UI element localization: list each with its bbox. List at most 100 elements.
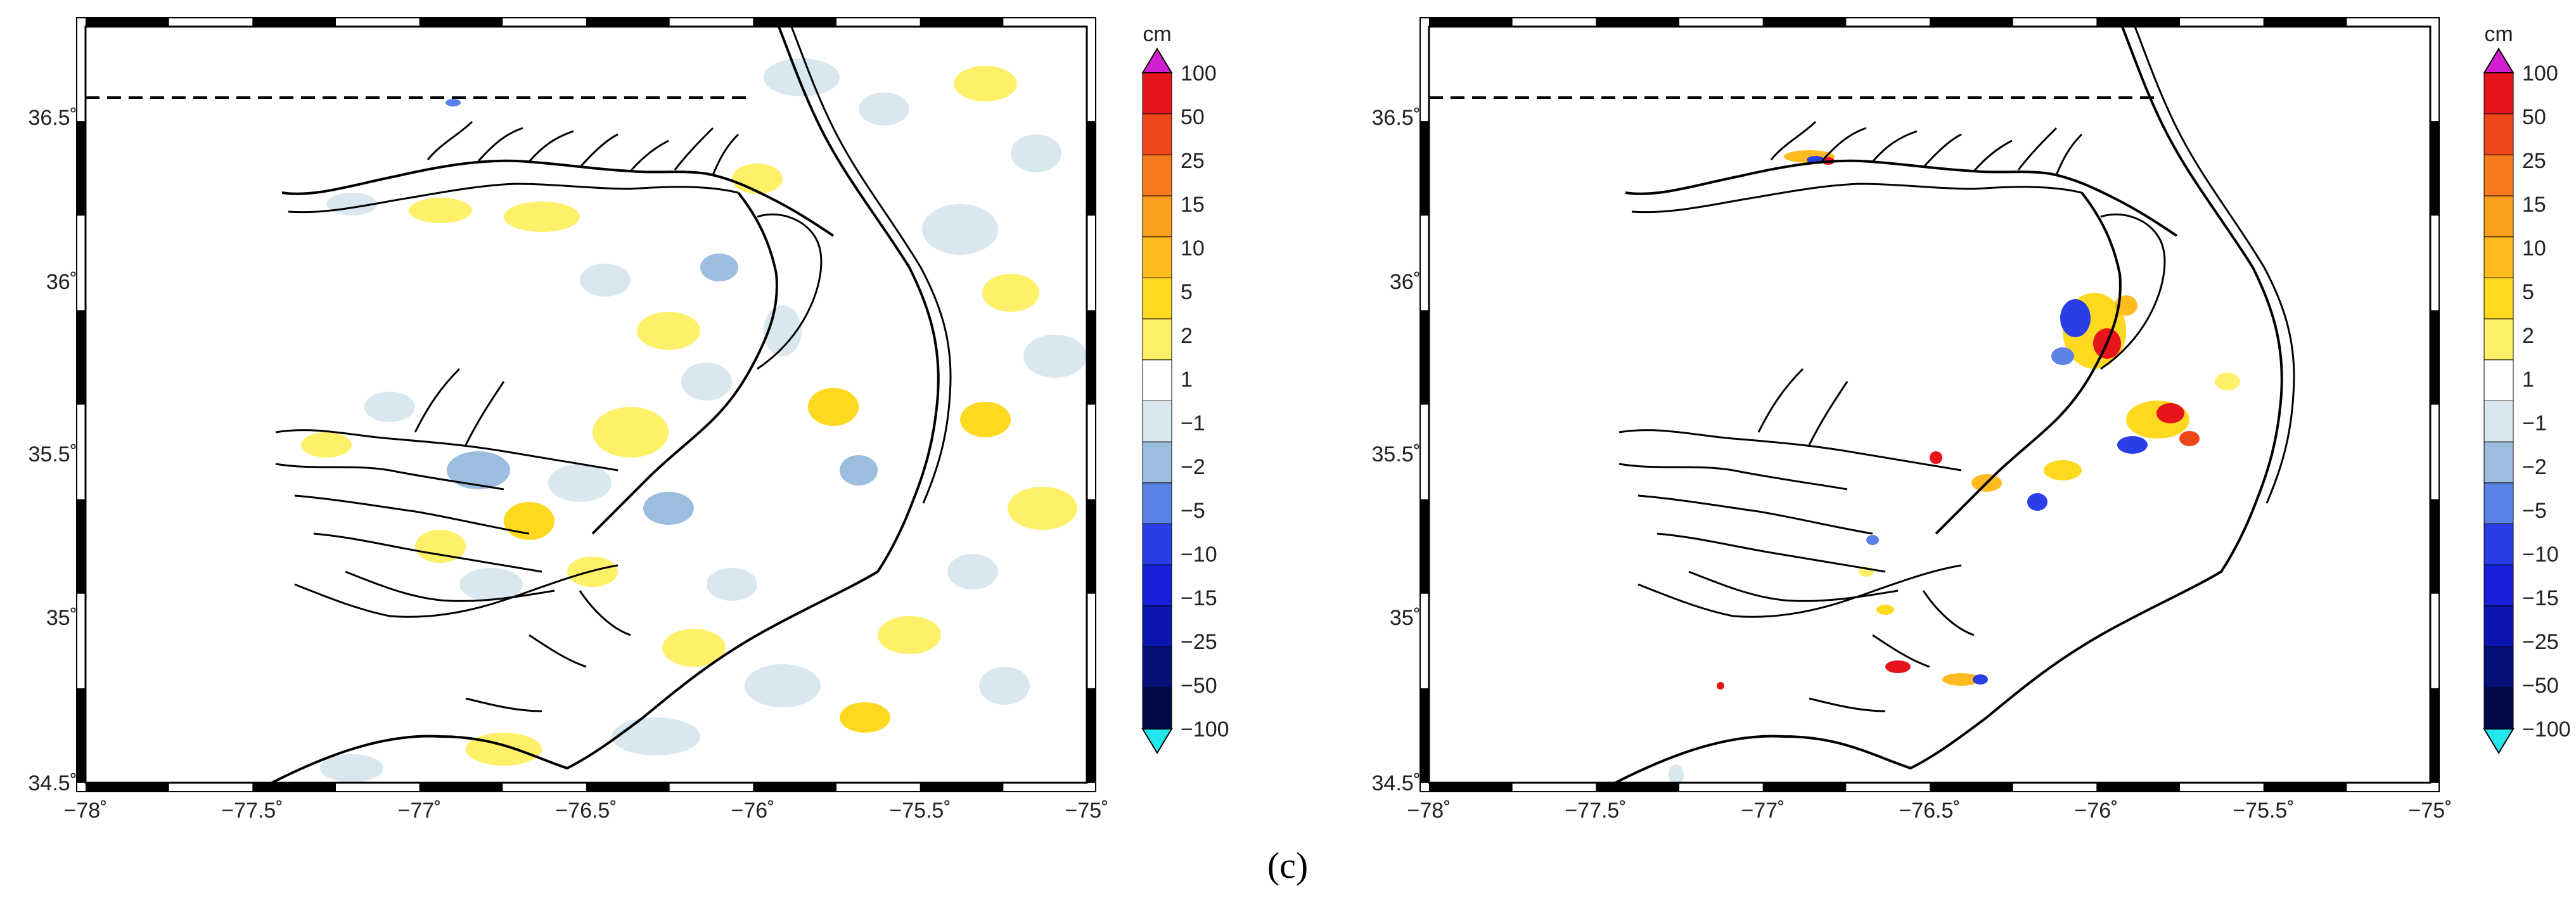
left-colorbar-swatch: [1142, 441, 1172, 484]
right-y-tick-label: 36.5˚: [1372, 106, 1421, 130]
left-colorbar-label: 15: [1181, 193, 1205, 217]
right-x-tick-label: −75˚: [2409, 799, 2452, 823]
right-colorbar-label: −2: [2522, 455, 2547, 479]
right-colorbar-swatch: [2483, 154, 2514, 196]
left-frame-tick-top: [252, 18, 336, 27]
left-frame-tick-top: [86, 18, 169, 27]
right-frame-tick-top: [2263, 18, 2347, 27]
right-frame-tick-left: [1420, 688, 1429, 783]
right-colorbar-swatch: [2483, 401, 2514, 442]
right-y-tick-label: 35.5˚: [1372, 442, 1421, 466]
left-map-field: [86, 27, 1087, 783]
left-y-tick-label: 35.5˚: [29, 442, 78, 466]
left-x-tick-label: −78˚: [64, 799, 108, 823]
right-frame-tick-right: [2430, 121, 2439, 216]
right-y-tick-label: 35˚: [1390, 606, 1421, 630]
left-frame-tick-bottom: [920, 783, 1004, 792]
left-colorbar-swatch: [1142, 482, 1172, 525]
right-frame-tick-left: [1420, 310, 1429, 405]
left-axis-labels: −78˚ −77.5˚ −77˚ −76.5˚ −76˚ −75.5˚ −75˚…: [29, 106, 1109, 823]
left-colorbar-label: −50: [1181, 674, 1217, 698]
figure-caption: (c): [1267, 845, 1308, 886]
right-colorbar-swatch: [2483, 195, 2514, 238]
right-colorbar-swatch: [2483, 277, 2514, 319]
right-frame-tick-top: [1596, 18, 1679, 27]
right-y-tick-label: 36˚: [1390, 270, 1421, 294]
left-y-tick-label: 35˚: [46, 606, 77, 630]
right-frame-tick-bottom: [1429, 783, 1513, 792]
right-y-tick-label: 34.5˚: [1372, 771, 1421, 795]
right-colorbar-under-triangle: [2483, 728, 2515, 754]
left-frame-tick-left: [77, 499, 86, 594]
right-colorbar-unit: cm: [2484, 22, 2513, 46]
right-colorbar-swatch: [2483, 687, 2514, 730]
left-frame-tick-right: [1087, 499, 1096, 594]
right-colorbar-label: 5: [2522, 280, 2534, 304]
right-colorbar-label: 10: [2522, 236, 2546, 260]
left-frame-tick-bottom: [753, 783, 836, 792]
right-colorbar-swatch: [2483, 359, 2514, 401]
left-colorbar-label: 2: [1181, 324, 1193, 348]
right-x-tick-label: −77.5˚: [1565, 799, 1626, 823]
left-colorbar-swatch: [1142, 113, 1172, 155]
right-colorbar-label: −10: [2522, 543, 2559, 567]
right-colorbar-swatch: [2483, 318, 2514, 361]
left-frame-ticks: [76, 17, 1096, 792]
left-map-background: [86, 27, 1087, 783]
right-axis-labels: −78˚ −77.5˚ −77˚ −76.5˚ −76˚ −75.5˚ −75˚…: [1372, 106, 2452, 823]
left-colorbar-swatch: [1142, 277, 1172, 319]
left-colorbar-label: −2: [1181, 455, 1205, 479]
right-colorbar-over-triangle: [2483, 48, 2515, 74]
left-y-tick-label: 36˚: [46, 270, 77, 294]
left-colorbar-swatch: [1142, 72, 1172, 115]
left-colorbar-label: 1: [1181, 368, 1193, 392]
right-frame-tick-right: [2430, 499, 2439, 594]
right-colorbar-swatch: [2483, 524, 2514, 565]
right-x-tick-label: −76.5˚: [1899, 799, 1960, 823]
right-colorbar: 100 50 25 15 10 5 2 1 −1 −2 −5 −10 −15 −25 −50 −100 cm: [2483, 22, 2571, 754]
left-colorbar-swatch: [1142, 154, 1172, 196]
right-frame-tick-bottom: [2096, 783, 2180, 792]
left-frame-tick-top: [920, 18, 1004, 27]
right-frame-tick-bottom: [1930, 783, 2013, 792]
right-colorbar-label: −15: [2522, 586, 2559, 610]
left-colorbar-swatch: [1142, 195, 1172, 238]
left-colorbar: 100 50 25 15 10 5 2 1 −1 −2 −5 −10 −15 −25 −50 −100 cm: [1141, 22, 1229, 754]
left-x-tick-label: −75.5˚: [889, 799, 951, 823]
right-frame-tick-left: [1420, 499, 1429, 594]
left-frame-tick-bottom: [252, 783, 336, 792]
right-x-tick-label: −76˚: [2075, 799, 2118, 823]
left-colorbar-swatch: [1142, 564, 1172, 607]
left-colorbar-label: 25: [1181, 149, 1205, 173]
left-colorbar-label: 10: [1181, 236, 1205, 260]
left-colorbar-label: −1: [1181, 411, 1205, 435]
right-colorbar-swatch: [2483, 72, 2514, 115]
left-frame-tick-bottom: [419, 783, 503, 792]
right-colorbar-label: 50: [2522, 105, 2546, 129]
left-frame-tick-top: [419, 18, 503, 27]
left-colorbar-label: 100: [1181, 61, 1217, 86]
right-colorbar-swatch: [2483, 441, 2514, 484]
left-x-tick-label: −77˚: [398, 799, 442, 823]
left-colorbar-unit: cm: [1143, 22, 1171, 46]
right-map-background: [1429, 27, 2430, 783]
left-frame-tick-right: [1087, 121, 1096, 216]
left-colorbar-swatch: [1142, 646, 1172, 688]
left-frame-tick-left: [77, 310, 86, 405]
left-colorbar-over-triangle: [1141, 48, 1173, 74]
right-colorbar-swatch: [2483, 113, 2514, 155]
left-colorbar-label: −15: [1181, 586, 1217, 610]
right-colorbar-label: 100: [2522, 61, 2558, 86]
left-colorbar-swatch: [1142, 359, 1172, 401]
right-colorbar-label: −100: [2522, 717, 2571, 742]
right-colorbar-swatch: [2483, 605, 2514, 648]
left-colorbar-swatch: [1142, 318, 1172, 361]
left-colorbar-label: 50: [1181, 105, 1205, 129]
left-colorbar-label: −100: [1181, 717, 1229, 742]
left-frame-tick-right: [1087, 310, 1096, 405]
left-x-tick-label: −77.5˚: [221, 799, 283, 823]
left-colorbar-label: 5: [1181, 280, 1193, 304]
right-frame-tick-top: [1762, 18, 1847, 27]
right-colorbar-label: 25: [2522, 149, 2546, 173]
right-colorbar-swatch: [2483, 646, 2514, 688]
